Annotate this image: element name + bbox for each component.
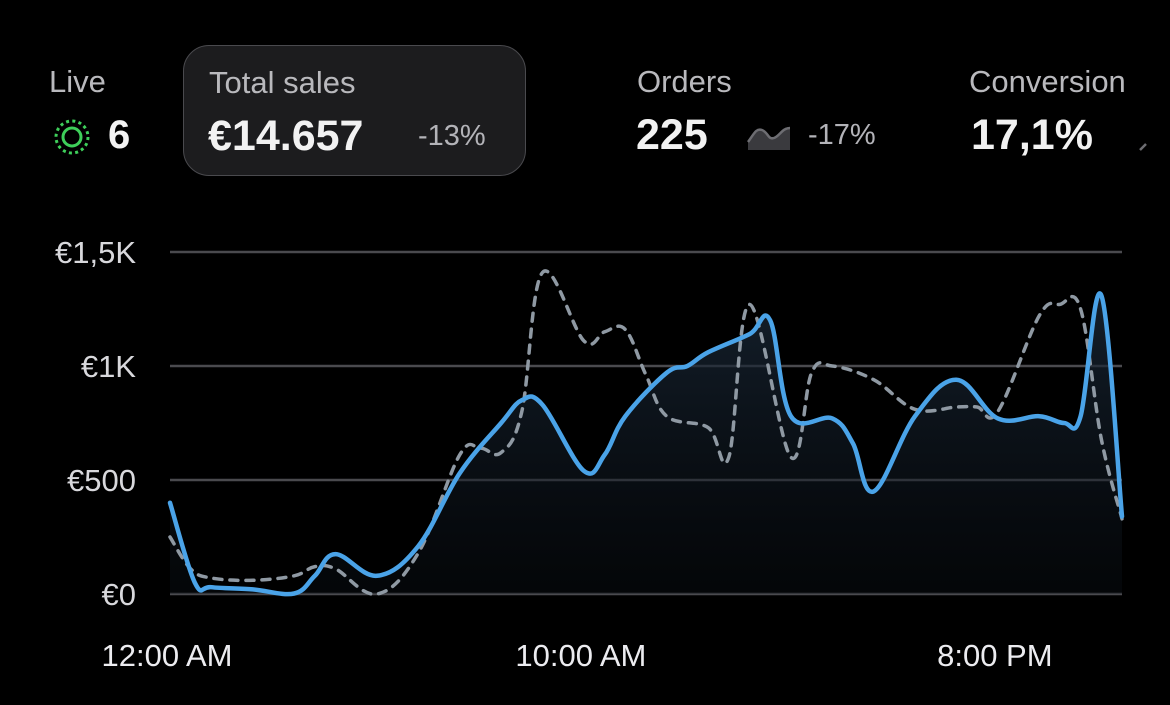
live-count: 6	[108, 113, 131, 157]
total-sales-label: Total sales	[209, 65, 356, 100]
total-sales-value: €14.657	[208, 112, 364, 160]
sales-series-line	[167, 291, 1125, 597]
y-tick-label: €1K	[81, 349, 136, 384]
sparkline-icon	[746, 126, 791, 150]
live-visitors[interactable]: Live 6	[0, 0, 180, 200]
x-axis-labels: 12:00 AM 10:00 AM 8:00 PM	[102, 638, 1053, 673]
orders-metric[interactable]: Orders 225 -17%	[620, 0, 920, 200]
conversion-label: Conversion	[969, 64, 1126, 99]
conversion-value: 17,1%	[971, 111, 1093, 159]
x-tick-label: 12:00 AM	[102, 638, 233, 673]
total-sales-card[interactable]: Total sales €14.657 -13%	[183, 45, 526, 176]
live-pulse-icon	[54, 119, 90, 155]
sparkline-icon	[1139, 143, 1147, 151]
total-sales-delta: -13%	[418, 120, 486, 152]
y-tick-label: €1,5K	[55, 235, 136, 270]
y-axis-labels: €0 €500 €1K €1,5K	[55, 235, 136, 612]
orders-value: 225	[636, 111, 708, 159]
comparison-series-line	[168, 269, 1124, 596]
orders-label: Orders	[637, 64, 732, 99]
y-tick-label: €500	[67, 463, 136, 498]
sales-area-fill	[170, 293, 1122, 595]
chart-series	[167, 269, 1125, 597]
x-tick-label: 8:00 PM	[937, 638, 1052, 673]
x-tick-label: 10:00 AM	[515, 638, 646, 673]
orders-delta: -17%	[808, 119, 876, 151]
conversion-metric[interactable]: Conversion 17,1%	[940, 0, 1170, 200]
y-tick-label: €0	[102, 577, 136, 612]
live-label: Live	[49, 64, 106, 99]
